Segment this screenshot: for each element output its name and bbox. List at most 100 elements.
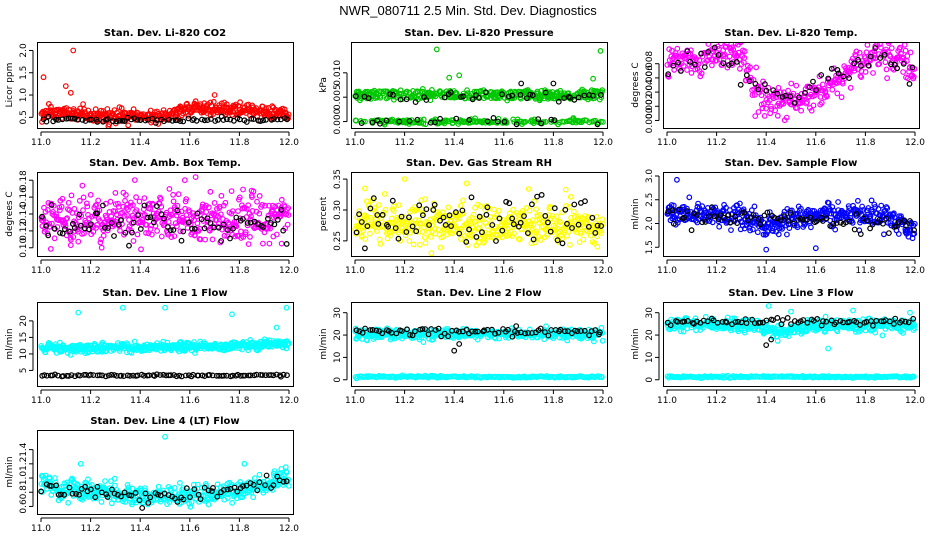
data-point: [834, 328, 841, 335]
data-point: [248, 192, 255, 199]
data-point: [569, 225, 575, 231]
data-point: [460, 210, 467, 217]
data-point: [58, 203, 65, 210]
data-point: [838, 94, 845, 101]
data-point: [725, 212, 732, 219]
data-point: [517, 91, 524, 98]
data-point: [130, 219, 137, 226]
data-point: [737, 43, 744, 46]
data-point: [165, 218, 172, 225]
data-point: [596, 329, 603, 336]
data-point: [513, 121, 520, 128]
data-point: [359, 329, 366, 336]
x-tick-label: 11.6: [494, 138, 514, 148]
data-point: [406, 238, 413, 244]
data-point: [71, 205, 78, 212]
data-point: [525, 230, 531, 237]
data-point: [445, 333, 452, 340]
data-point: [877, 55, 884, 61]
data-point: [126, 242, 132, 249]
x-tick-label: 12.0: [905, 266, 925, 276]
data-point: [43, 118, 50, 125]
data-point: [751, 92, 758, 98]
data-point: [774, 338, 781, 344]
data-point: [266, 240, 273, 247]
data-point: [548, 116, 555, 123]
data-point: [420, 212, 426, 219]
data-point: [84, 203, 91, 210]
data-point: [505, 93, 512, 100]
data-point: [877, 43, 883, 47]
data-point: [783, 114, 790, 121]
data-point: [67, 231, 73, 237]
y-tick-label: 3.0: [645, 169, 655, 184]
data-point: [699, 203, 706, 210]
data-point: [688, 47, 694, 54]
points-group: [352, 176, 606, 256]
data-point: [705, 43, 712, 47]
y-tick-label: 0.008: [645, 51, 655, 77]
y-axis-label: degrees C: [5, 191, 15, 236]
data-point: [503, 198, 510, 205]
x-tick-label: 11.8: [855, 396, 875, 406]
data-point: [111, 372, 118, 378]
data-point: [284, 372, 290, 379]
data-point: [557, 87, 564, 94]
data-point: [158, 233, 165, 240]
data-point: [755, 215, 762, 222]
data-point: [480, 235, 487, 242]
data-point: [772, 107, 778, 114]
data-point: [397, 96, 404, 103]
data-point: [581, 327, 588, 334]
panel-title: Stan. Dev. Li-820 Pressure: [404, 28, 554, 39]
data-point: [124, 212, 130, 218]
data-point: [887, 53, 894, 60]
data-point: [129, 202, 136, 209]
data-point: [458, 226, 465, 233]
data-point: [580, 236, 587, 243]
data-point: [599, 337, 606, 344]
data-point: [496, 215, 503, 222]
data-point: [262, 372, 269, 379]
data-point: [229, 372, 236, 379]
data-point: [221, 232, 228, 239]
data-point: [134, 212, 141, 219]
data-point: [763, 87, 770, 94]
data-point: [853, 210, 860, 217]
data-point: [112, 208, 118, 215]
data-point: [146, 200, 153, 207]
data-point: [888, 45, 895, 51]
data-point: [421, 234, 428, 241]
x-tick-label: 11.2: [707, 266, 727, 276]
data-point: [59, 195, 66, 202]
data-point: [419, 229, 426, 235]
data-point: [150, 210, 157, 217]
x-tick-label: 11.4: [130, 396, 150, 406]
data-point: [521, 213, 527, 220]
data-point: [71, 115, 78, 122]
data-point: [242, 372, 249, 379]
data-point: [735, 49, 742, 56]
data-point: [516, 88, 523, 95]
data-point: [489, 326, 495, 333]
data-point: [571, 208, 577, 215]
data-point: [476, 94, 482, 101]
data-point: [718, 43, 724, 47]
data-point: [39, 213, 45, 220]
data-point: [59, 230, 66, 237]
data-point: [901, 217, 908, 224]
data-point: [177, 118, 184, 124]
data-point: [194, 210, 201, 217]
data-point: [781, 213, 788, 220]
data-point: [851, 226, 858, 233]
data-point: [535, 116, 542, 122]
data-point: [228, 188, 235, 195]
data-point: [430, 207, 437, 213]
data-point: [670, 60, 676, 66]
x-tick-label: 12.0: [593, 396, 613, 406]
y-tick-label: 5: [19, 368, 29, 374]
data-point: [198, 216, 205, 223]
data-point: [271, 221, 278, 228]
data-point: [410, 241, 417, 248]
data-point: [482, 219, 489, 226]
